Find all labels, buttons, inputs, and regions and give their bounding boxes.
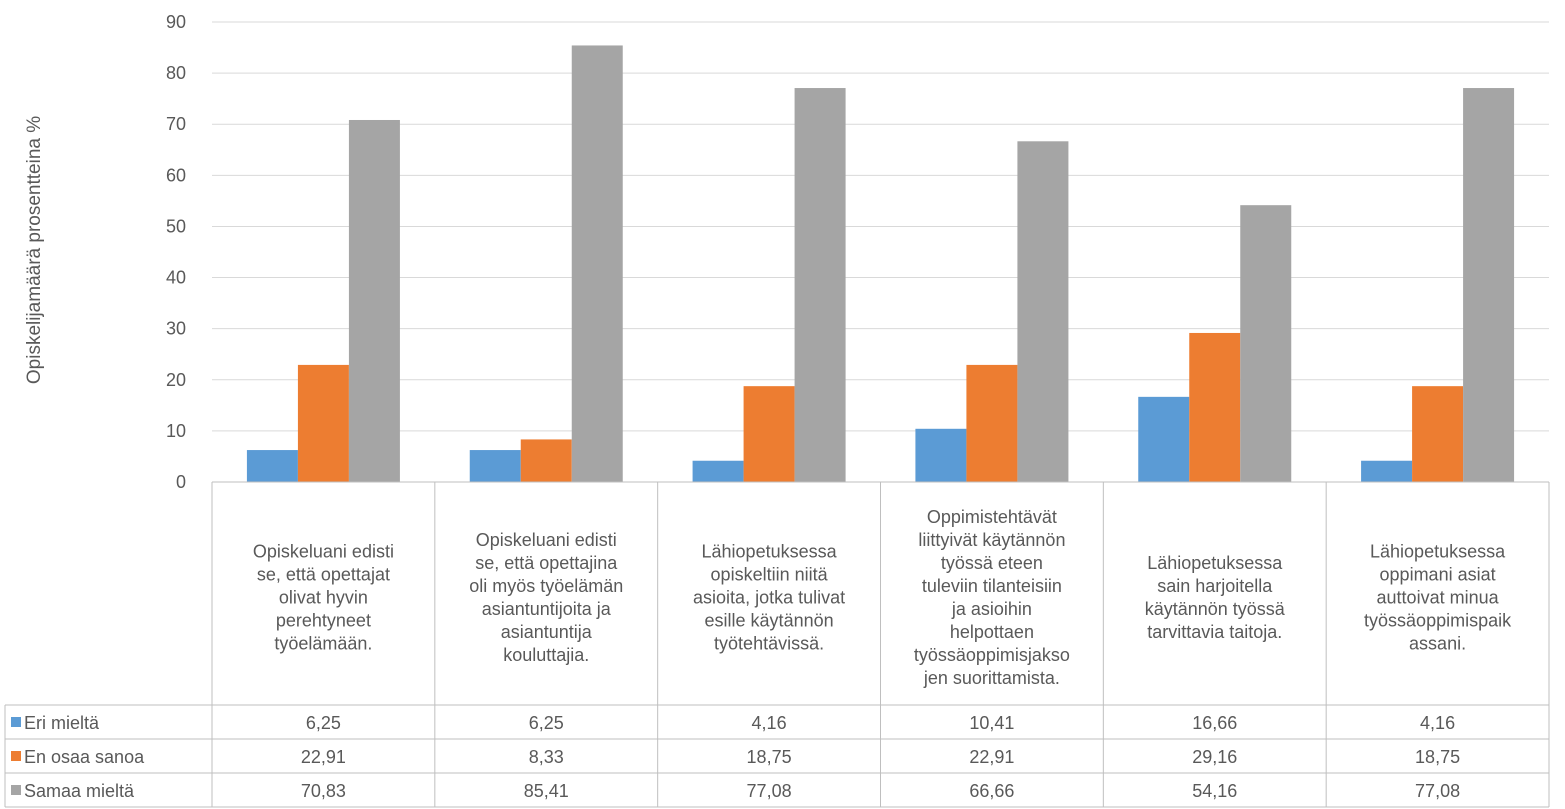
- category-label-line: oli myös työelämän: [469, 576, 623, 596]
- bar: [966, 364, 1018, 482]
- bar: [1017, 141, 1069, 482]
- category-label-line: kouluttajia.: [503, 645, 589, 665]
- y-axis-label: Opiskelijamäärä prosentteina %: [24, 116, 45, 384]
- y-tick-label: 0: [176, 472, 186, 492]
- category-label-line: Oppimistehtävät: [927, 507, 1057, 527]
- data-label: 6,25: [529, 713, 564, 733]
- category-label-line: se, että opettajina: [475, 553, 618, 573]
- bar: [1412, 386, 1464, 482]
- data-label: 4,16: [1420, 713, 1455, 733]
- category-label-line: työssä eteen: [941, 553, 1043, 573]
- data-label: 77,08: [1415, 781, 1460, 801]
- category-label-line: tuleviin tilanteisiin: [922, 576, 1062, 596]
- category-label-line: työssäoppimisjakso: [914, 645, 1070, 665]
- bar: [297, 364, 349, 482]
- bar: [743, 386, 795, 482]
- bar: [794, 88, 846, 482]
- bar: [348, 119, 400, 482]
- category-label-line: Opiskeluani edisti: [253, 542, 394, 562]
- data-table: Opiskeluani edisti se, että opettajat oliv…: [4, 481, 1550, 808]
- y-axis-ticks: 0 10 20 30 40 50 60 70 80 90: [166, 12, 186, 492]
- category-label: Lähiopetuksessa oppimani asiat auttoivat m…: [1364, 542, 1512, 654]
- y-tick-label: 50: [166, 216, 186, 236]
- y-tick-label: 90: [166, 12, 186, 32]
- bar: [571, 45, 623, 483]
- category-label-line: liittyivät käytännön: [918, 530, 1065, 550]
- data-label: 4,16: [752, 713, 787, 733]
- category-label-line: käytännön työssä: [1145, 599, 1286, 619]
- legend-label: En osaa sanoa: [24, 747, 145, 767]
- category-label-line: Lähiopetuksessa: [1370, 542, 1506, 562]
- legend-label: Samaa mieltä: [24, 781, 135, 801]
- category-label-line: tarvittavia taitoja.: [1147, 622, 1282, 642]
- gridlines: [212, 21, 1549, 483]
- category-label-line: asiantuntija: [501, 622, 593, 642]
- category-label-line: asiantuntijoita ja: [482, 599, 612, 619]
- data-label: 8,33: [529, 747, 564, 767]
- data-label: 22,91: [969, 747, 1014, 767]
- y-tick-label: 70: [166, 114, 186, 134]
- bar: [1240, 205, 1292, 482]
- category-label: Opiskeluani edisti se, että opettajat oliv…: [253, 542, 394, 654]
- category-label-line: oppimani asiat: [1380, 565, 1496, 585]
- bar: [915, 428, 967, 482]
- bars: [246, 45, 1515, 483]
- y-tick-label: 40: [166, 268, 186, 288]
- data-label: 54,16: [1192, 781, 1237, 801]
- bar: [1463, 88, 1515, 482]
- data-label: 22,91: [301, 747, 346, 767]
- category-label-line: Lähiopetuksessa: [702, 542, 838, 562]
- category-label: Oppimistehtävät liittyivät käytännön työss…: [914, 507, 1070, 688]
- category-label-line: jen suorittamista.: [923, 668, 1060, 688]
- data-label: 66,66: [969, 781, 1014, 801]
- bar: [469, 450, 521, 482]
- category-label-line: auttoivat minua: [1377, 588, 1500, 608]
- y-tick-label: 10: [166, 421, 186, 441]
- bar: [246, 450, 298, 482]
- bar: [1189, 332, 1241, 482]
- bar: [1138, 396, 1190, 482]
- y-tick-label: 80: [166, 63, 186, 83]
- data-label: 16,66: [1192, 713, 1237, 733]
- category-label: Lähiopetuksessa opiskeltiin niitä asioita,…: [693, 542, 845, 654]
- data-label: 70,83: [301, 781, 346, 801]
- legend-label: Eri mieltä: [24, 713, 100, 733]
- data-label: 18,75: [1415, 747, 1460, 767]
- category-label-line: perehtyneet: [276, 611, 371, 631]
- legend-swatch: [11, 717, 21, 727]
- category-label: Opiskeluani edisti se, että opettajina oli…: [469, 530, 623, 665]
- y-tick-label: 30: [166, 319, 186, 339]
- y-tick-label: 60: [166, 165, 186, 185]
- data-label: 29,16: [1192, 747, 1237, 767]
- legend-swatch: [11, 751, 21, 761]
- category-label-line: ja asioihin: [951, 599, 1032, 619]
- data-label: 10,41: [969, 713, 1014, 733]
- data-label: 18,75: [747, 747, 792, 767]
- category-label-line: Lähiopetuksessa: [1147, 553, 1283, 573]
- category-label-line: esille käytännön: [705, 611, 834, 631]
- category-label-line: helpottaen: [950, 622, 1034, 642]
- category-label-line: työtehtävissä.: [714, 634, 824, 654]
- category-label-line: asioita, jotka tulivat: [693, 588, 845, 608]
- data-label: 6,25: [306, 713, 341, 733]
- bar: [692, 460, 744, 482]
- category-label-line: se, että opettajat: [257, 565, 390, 585]
- bar: [520, 439, 572, 482]
- data-label: 77,08: [747, 781, 792, 801]
- category-label: Lähiopetuksessa sain harjoitella käytännön…: [1145, 553, 1286, 642]
- data-label: 85,41: [524, 781, 569, 801]
- y-tick-label: 20: [166, 370, 186, 390]
- category-label-line: työelämään.: [274, 634, 372, 654]
- bar: [1361, 460, 1413, 482]
- category-label-line: työssäoppimispaik: [1364, 611, 1512, 631]
- category-label-line: sain harjoitella: [1157, 576, 1273, 596]
- category-label-line: olivat hyvin: [279, 588, 368, 608]
- category-label-line: opiskeltiin niitä: [711, 565, 829, 585]
- legend-swatch: [11, 785, 21, 795]
- category-label-line: assani.: [1409, 634, 1466, 654]
- category-label-line: Opiskeluani edisti: [476, 530, 617, 550]
